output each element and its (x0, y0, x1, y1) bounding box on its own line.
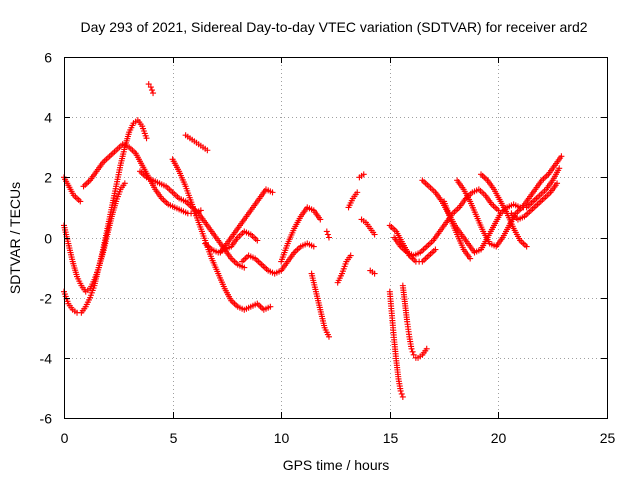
data-point (523, 243, 530, 250)
y-tick-label: 4 (44, 110, 52, 126)
y-axis-label: SDTVAR / TECUs (7, 182, 23, 294)
y-tick-label: 2 (44, 170, 52, 186)
axis-ticks: 0 5 10 15 20 25 -6 -4 -2 0 2 4 6 (40, 50, 616, 447)
data-point (325, 234, 332, 241)
data-point (121, 180, 128, 187)
data-point (467, 255, 474, 262)
y-tick-label: -6 (40, 411, 53, 427)
data-point (495, 207, 502, 214)
data-point (241, 264, 248, 271)
data-point (397, 387, 404, 394)
data-marks (61, 81, 565, 400)
x-axis-label: GPS time / hours (283, 457, 390, 473)
data-point (556, 165, 563, 172)
data-point (398, 390, 405, 397)
x-tick-label: 0 (61, 430, 69, 446)
data-point (371, 231, 378, 238)
data-point (558, 153, 565, 160)
data-point (148, 87, 155, 94)
data-point (254, 237, 261, 244)
chart-title: Day 293 of 2021, Sidereal Day-to-day VTE… (80, 19, 587, 35)
x-tick-label: 5 (170, 430, 178, 446)
data-point (432, 246, 439, 253)
x-tick-label: 20 (491, 430, 507, 446)
data-point (310, 243, 317, 250)
data-point (554, 180, 561, 187)
x-tick-label: 10 (274, 430, 290, 446)
data-point (409, 348, 416, 355)
data-point (354, 189, 361, 196)
data-point (408, 345, 415, 352)
data-point (143, 135, 150, 142)
y-tick-label: 6 (44, 50, 52, 66)
data-point (325, 333, 332, 340)
data-point (323, 228, 330, 235)
data-point (347, 252, 354, 259)
data-point (324, 231, 331, 238)
data-point (360, 171, 367, 178)
grid (64, 57, 607, 418)
x-tick-label: 25 (600, 430, 616, 446)
data-point (423, 345, 430, 352)
data-point (371, 270, 378, 277)
y-tick-label: 0 (44, 231, 52, 247)
y-tick-label: -4 (40, 351, 53, 367)
data-point (269, 189, 276, 196)
data-point (145, 81, 152, 88)
data-point (197, 207, 204, 214)
data-point (147, 84, 154, 91)
x-tick-label: 15 (383, 430, 399, 446)
data-point (150, 90, 157, 97)
data-point (317, 216, 324, 223)
data-point (399, 393, 406, 400)
data-point (267, 303, 274, 310)
data-point (410, 351, 417, 358)
y-tick-label: -2 (40, 291, 53, 307)
data-point (204, 147, 211, 154)
data-point (77, 198, 84, 205)
